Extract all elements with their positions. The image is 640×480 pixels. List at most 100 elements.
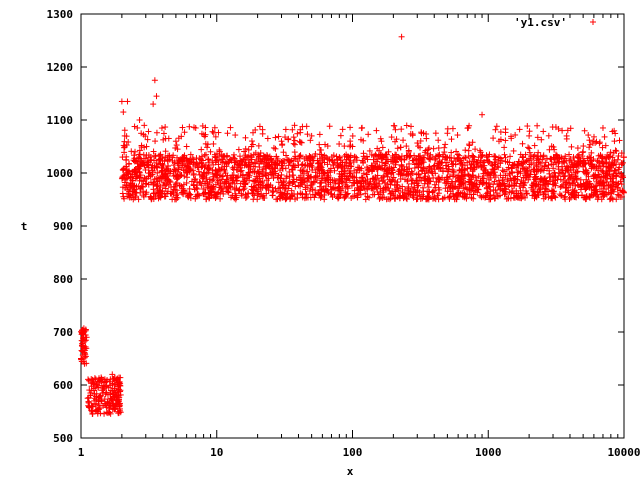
data-point (121, 127, 128, 134)
data-point (435, 196, 442, 203)
data-point (162, 124, 169, 131)
data-point (85, 376, 92, 383)
data-point (174, 154, 181, 161)
data-point (524, 123, 531, 130)
data-point (492, 194, 499, 201)
data-point (123, 156, 130, 163)
data-point (370, 156, 377, 163)
data-point (290, 134, 297, 141)
data-point (606, 196, 613, 203)
data-point (415, 171, 422, 178)
data-point (278, 171, 285, 178)
data-point (152, 152, 159, 159)
data-point (250, 196, 257, 203)
data-point (324, 161, 331, 168)
data-point (148, 164, 155, 171)
data-point (601, 133, 608, 140)
data-point (431, 156, 438, 163)
data-point (492, 126, 499, 133)
data-point (151, 77, 158, 84)
data-point (490, 135, 497, 142)
data-point (147, 194, 154, 201)
data-point (119, 190, 126, 197)
data-point (198, 146, 205, 153)
data-point (408, 176, 415, 183)
data-point (195, 168, 202, 175)
data-point (592, 163, 599, 170)
data-point (150, 101, 157, 108)
data-point (197, 180, 204, 187)
data-point (567, 155, 574, 162)
data-point (364, 156, 371, 163)
data-point (358, 174, 365, 181)
y-axis-label: t (21, 220, 28, 233)
data-point (501, 191, 508, 198)
data-point (364, 186, 371, 193)
data-point (400, 137, 407, 144)
y-tick-label: 1300 (47, 8, 74, 21)
data-point (448, 136, 455, 143)
data-point (327, 183, 334, 190)
data-point (376, 195, 383, 202)
data-point (563, 135, 570, 142)
data-point (173, 194, 180, 201)
data-point (486, 184, 493, 191)
data-point (120, 109, 127, 116)
data-point (344, 185, 351, 192)
data-point (103, 409, 110, 416)
data-point (500, 168, 507, 175)
data-point (314, 165, 321, 172)
data-point (360, 159, 367, 166)
data-point (522, 179, 529, 186)
data-point (434, 192, 441, 199)
data-point (141, 122, 148, 129)
data-point (238, 167, 245, 174)
data-point (318, 146, 325, 153)
y-tick-label: 800 (53, 273, 73, 286)
x-tick-label: 1 (78, 446, 85, 459)
data-point (406, 160, 413, 167)
data-point (466, 176, 473, 183)
legend-marker (590, 19, 596, 25)
data-point (255, 155, 262, 162)
data-point (441, 144, 448, 151)
data-point (120, 193, 127, 200)
data-point (451, 155, 458, 162)
data-point (278, 138, 285, 145)
data-point (227, 124, 234, 131)
data-point (124, 98, 131, 105)
data-point (348, 182, 355, 189)
data-point (403, 122, 410, 129)
data-point (442, 185, 449, 192)
data-point (309, 167, 316, 174)
data-point (462, 147, 469, 154)
data-point (478, 153, 485, 160)
data-point (580, 148, 587, 155)
data-point (210, 140, 217, 147)
data-point (183, 143, 190, 150)
data-point (516, 183, 523, 190)
data-point (399, 172, 406, 179)
data-point (170, 168, 177, 175)
data-point (464, 159, 471, 166)
data-point (391, 194, 398, 201)
data-point (225, 188, 232, 195)
data-point (613, 161, 620, 168)
data-point (442, 162, 449, 169)
data-point (105, 410, 112, 417)
plot-frame (80, 13, 625, 439)
data-point (121, 179, 128, 186)
data-point (302, 184, 309, 191)
data-point (519, 140, 526, 147)
data-point (357, 191, 364, 198)
data-point (495, 154, 502, 161)
x-axis-label: x (347, 465, 354, 478)
data-point (259, 158, 266, 165)
data-point (172, 138, 179, 145)
data-point (478, 164, 485, 171)
data-point (411, 184, 418, 191)
data-point (154, 169, 161, 176)
data-point (258, 158, 265, 165)
data-point (454, 132, 461, 139)
data-point (585, 132, 592, 139)
